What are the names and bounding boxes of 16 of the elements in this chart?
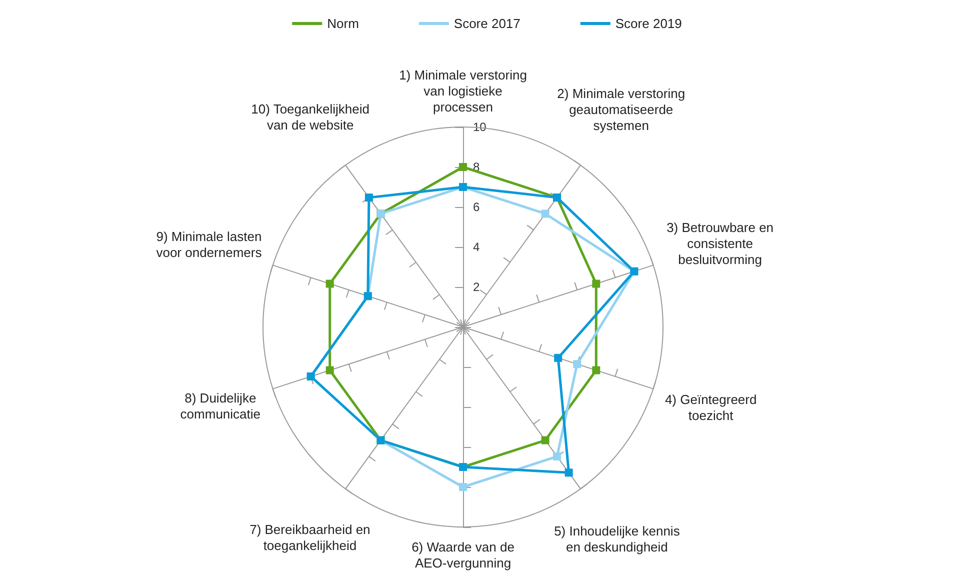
legend-label: Norm [327,16,359,31]
legend-label: Score 2019 [615,16,682,31]
spoke-label: 3) Betrouwbare en consistente besluitvorming [666,220,774,267]
y-tick-label: 6 [473,200,480,214]
spoke-label: 6) Waarde van de AEO-vergunning [412,540,514,570]
spoke-label: 2) Minimale verstoring geautomatiseerde systemen [557,86,686,133]
spoke-label: 7) Bereikbaarheid en toegankelijkheid [250,522,370,554]
legend-label: Score 2017 [454,16,520,31]
y-tick-label: 4 [473,240,480,254]
spoke-label: 8) Duidelijke communicatie [180,390,261,422]
spoke-label: 10) Toegankelijkheid van de website [251,101,370,132]
spoke-label: 5) Inhoudelijke kennis en deskundigheid [554,523,680,554]
y-tick-label: 2 [473,280,480,294]
spoke-label: 9) Minimale lasten voor ondernemers [156,228,262,260]
spoke-label: 4) Geïntegreerd toezicht [664,392,757,424]
spoke-label: 1) Minimale verstoring van logistieke processen [399,68,527,114]
